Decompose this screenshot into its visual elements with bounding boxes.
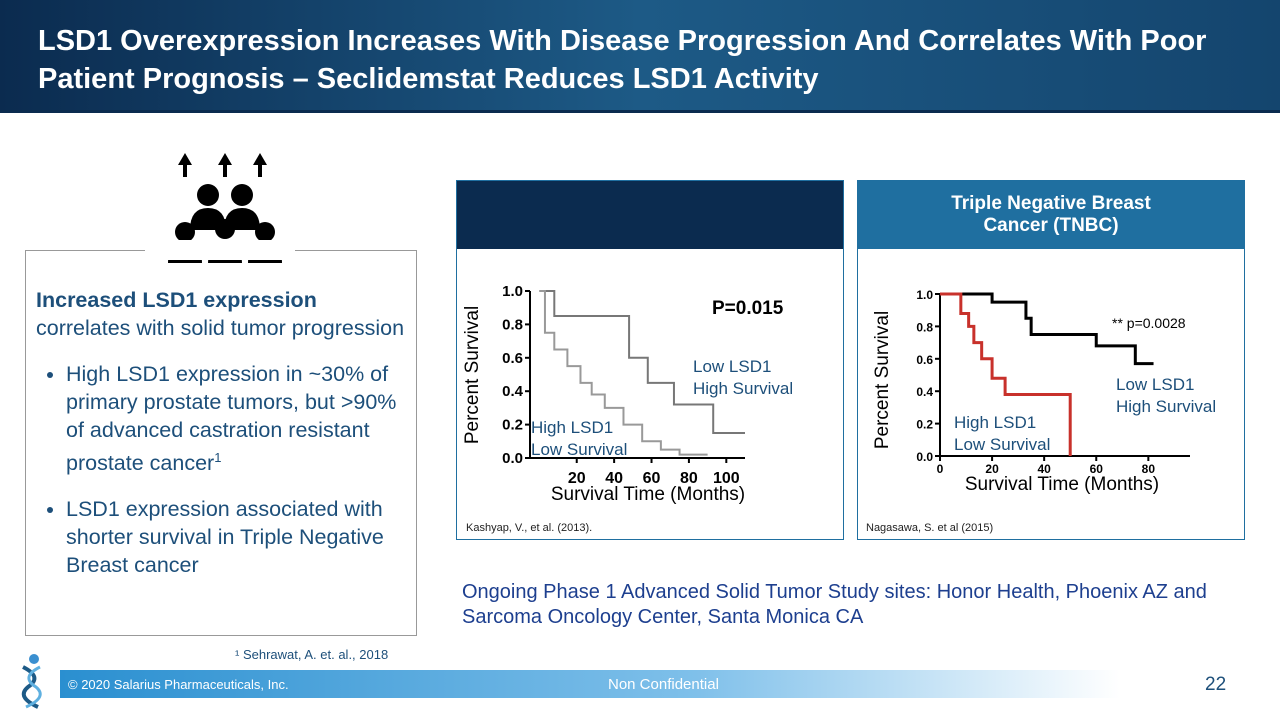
annotation: ** p=0.0028: [1112, 315, 1186, 331]
y-tick-label: 0.8: [502, 316, 523, 333]
lead-bold: Increased LSD1 expression: [36, 288, 317, 312]
y-tick-label: 0.6: [502, 350, 523, 367]
confidential: Non Confidential: [608, 676, 719, 693]
y-axis-label: Percent Survival: [872, 311, 893, 449]
superscript: 1: [214, 450, 222, 465]
citation: Kashyap, V., et al. (2013).: [466, 522, 593, 534]
panel: Triple Negative Breast Cancer (TNBC): [857, 180, 1245, 540]
y-tick-label: 0.2: [916, 418, 933, 432]
y-tick-label: 0.6: [916, 353, 933, 367]
x-tick-label: 60: [1090, 462, 1104, 476]
x-tick-label: 80: [680, 470, 698, 487]
copyright: © 2020 Salarius Pharmaceuticals, Inc.: [68, 677, 289, 692]
citation: Nagasawa, S. et al (2015): [866, 522, 994, 534]
y-tick-label: 0.4: [502, 383, 524, 400]
y-axis-label: Percent Survival: [462, 306, 483, 444]
x-tick-label: 80: [1142, 462, 1156, 476]
y-tick-label: 0.0: [916, 450, 933, 464]
lead-text: correlates with solid tumor progression: [36, 316, 405, 340]
header-band: [0, 0, 1280, 113]
x-axis-label: Survival Time (Months): [551, 484, 745, 505]
bullet: High LSD1 expression in ~30% of primary …: [66, 360, 406, 477]
series-label: Low LSD1 High Survival: [693, 357, 794, 398]
bullet-text: High LSD1 expression in ~30% of primary …: [66, 362, 397, 476]
series-label: High LSD1 Low Survival: [531, 418, 628, 459]
survival-curve: [539, 290, 708, 456]
bullet-text: LSD1 expression associated with shorter …: [66, 497, 384, 578]
y-tick-label: 1.0: [502, 283, 523, 300]
page-number: 22: [1205, 674, 1227, 695]
panel: [456, 180, 844, 540]
series-label: High LSD1 Low Survival: [954, 413, 1051, 454]
x-tick-label: 60: [643, 470, 661, 487]
box-text: Increased LSD1 expression correlates wit…: [36, 286, 406, 597]
survival-curve: [940, 292, 1154, 366]
bullet: LSD1 expression associated with shorter …: [66, 495, 406, 579]
panel-header: [457, 181, 843, 249]
x-tick-label: 20: [985, 462, 999, 476]
panel-header: Triple Negative Breast Cancer (TNBC): [858, 181, 1244, 249]
slide-title: LSD1 Overexpression Increases With Disea…: [38, 25, 1207, 95]
y-tick-label: 0.0: [502, 450, 523, 467]
x-axis-label: Survival Time (Months): [965, 474, 1159, 495]
x-tick-label: 0: [937, 462, 944, 476]
x-tick-label: 100: [713, 470, 740, 487]
x-tick-label: 20: [568, 470, 586, 487]
ongoing-text: Ongoing Phase 1 Advanced Solid Tumor Stu…: [462, 581, 1207, 628]
footer-bar: [60, 670, 1120, 698]
y-tick-label: 0.2: [502, 417, 523, 434]
y-tick-label: 0.8: [916, 320, 933, 334]
survival-curve: [539, 290, 745, 434]
survival-curve: [940, 292, 1072, 456]
x-tick-label: 40: [1037, 462, 1051, 476]
y-tick-label: 0.4: [916, 385, 933, 399]
logo: [21, 654, 42, 709]
box-gap: [145, 240, 295, 260]
x-tick-label: 40: [605, 470, 623, 487]
series-label: Low LSD1 High Survival: [1116, 375, 1217, 416]
annotation: P=0.015: [712, 298, 784, 319]
footnote: ¹ Sehrawat, A. et. al., 2018: [235, 647, 389, 662]
y-tick-label: 1.0: [916, 288, 933, 302]
